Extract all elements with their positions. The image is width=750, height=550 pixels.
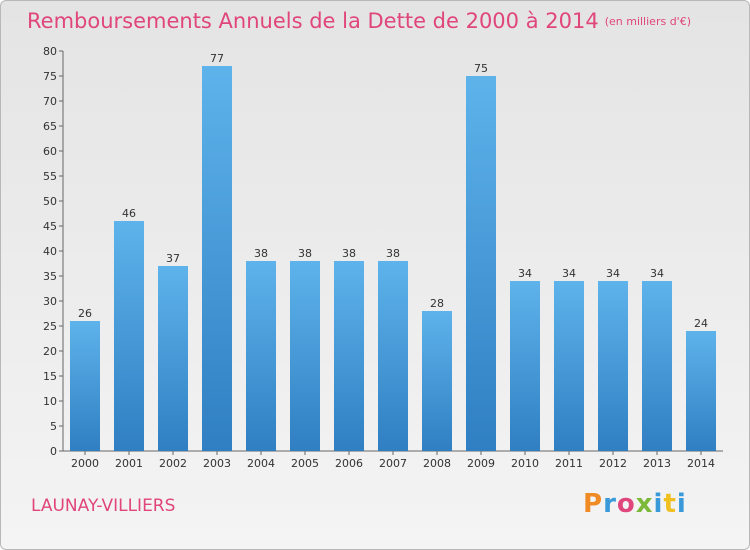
y-tick-label: 20 (43, 345, 57, 358)
bar (598, 281, 628, 451)
bar-value-label: 28 (430, 297, 444, 310)
bar-value-label: 26 (78, 307, 92, 320)
chart-title-text: Remboursements Annuels de la Dette de 20… (27, 9, 599, 33)
bar-value-label: 46 (122, 207, 136, 220)
bar-value-label: 34 (650, 267, 664, 280)
value-labels: 26 46 37 77 38 38 38 38 28 75 34 34 34 34 24 (78, 52, 708, 330)
y-axis: 0 5 10 15 20 25 30 35 40 45 50 55 60 65 70 75 80 (43, 45, 64, 458)
logo-letter: i (653, 489, 664, 519)
x-tick-label: 2010 (511, 457, 539, 470)
chart-subtitle: (en milliers d'€) (604, 15, 691, 28)
bar-value-label: 37 (166, 252, 180, 265)
bar (202, 66, 232, 451)
x-axis: 2000 2001 2002 2003 2004 2005 2006 2007 2008 2009… (63, 450, 723, 470)
bars (70, 66, 716, 451)
bar (158, 266, 188, 451)
bar (246, 261, 276, 451)
y-tick-label: 50 (43, 195, 57, 208)
x-tick-label: 2004 (247, 457, 275, 470)
chart-title: Remboursements Annuels de la Dette de 20… (27, 9, 691, 33)
logo-letter: x (635, 489, 654, 519)
y-tick-label: 45 (43, 220, 57, 233)
y-tick-label: 30 (43, 295, 57, 308)
bar (114, 221, 144, 451)
x-tick-label: 2014 (687, 457, 715, 470)
y-tick-label: 40 (43, 245, 57, 258)
bar-value-label: 34 (606, 267, 620, 280)
x-tick-label: 2003 (203, 457, 231, 470)
y-tick-label: 35 (43, 270, 57, 283)
logo-letter: r (603, 489, 617, 519)
bar (422, 311, 452, 451)
x-tick-label: 2001 (115, 457, 143, 470)
y-tick-label: 15 (43, 370, 57, 383)
y-tick-label: 65 (43, 120, 57, 133)
proxiti-logo: Proxiti (583, 489, 687, 519)
y-tick-label: 25 (43, 320, 57, 333)
bar-value-label: 77 (210, 52, 224, 65)
x-tick-label: 2013 (643, 457, 671, 470)
y-tick-label: 10 (43, 395, 57, 408)
bar (290, 261, 320, 451)
bar-value-label: 38 (298, 247, 312, 260)
y-tick-label: 5 (50, 420, 57, 433)
logo-letter: o (616, 489, 636, 519)
bar-value-label: 38 (254, 247, 268, 260)
bar-value-label: 75 (474, 62, 488, 75)
commune-name: LAUNAY-VILLIERS (31, 496, 176, 516)
x-tick-label: 2006 (335, 457, 363, 470)
bar (510, 281, 540, 451)
logo-letter: t (663, 489, 677, 519)
bar (334, 261, 364, 451)
bar-value-label: 24 (694, 317, 708, 330)
x-tick-label: 2012 (599, 457, 627, 470)
bar-value-label: 34 (562, 267, 576, 280)
x-tick-label: 2005 (291, 457, 319, 470)
bar-value-label: 34 (518, 267, 532, 280)
x-tick-label: 2000 (71, 457, 99, 470)
bar (554, 281, 584, 451)
bar (466, 76, 496, 451)
y-tick-label: 75 (43, 70, 57, 83)
x-tick-label: 2002 (159, 457, 187, 470)
bar-value-label: 38 (386, 247, 400, 260)
bar (70, 321, 100, 451)
x-tick-label: 2009 (467, 457, 495, 470)
bar (642, 281, 672, 451)
y-tick-label: 80 (43, 45, 57, 58)
x-tick-label: 2011 (555, 457, 583, 470)
y-tick-label: 60 (43, 145, 57, 158)
logo-letter: i (676, 489, 687, 519)
bar-value-label: 38 (342, 247, 356, 260)
y-tick-label: 0 (50, 445, 57, 458)
x-tick-label: 2008 (423, 457, 451, 470)
logo-letter: P (583, 489, 604, 519)
bar (686, 331, 716, 451)
y-tick-label: 70 (43, 95, 57, 108)
x-tick-label: 2007 (379, 457, 407, 470)
bar (378, 261, 408, 451)
y-tick-label: 55 (43, 170, 57, 183)
